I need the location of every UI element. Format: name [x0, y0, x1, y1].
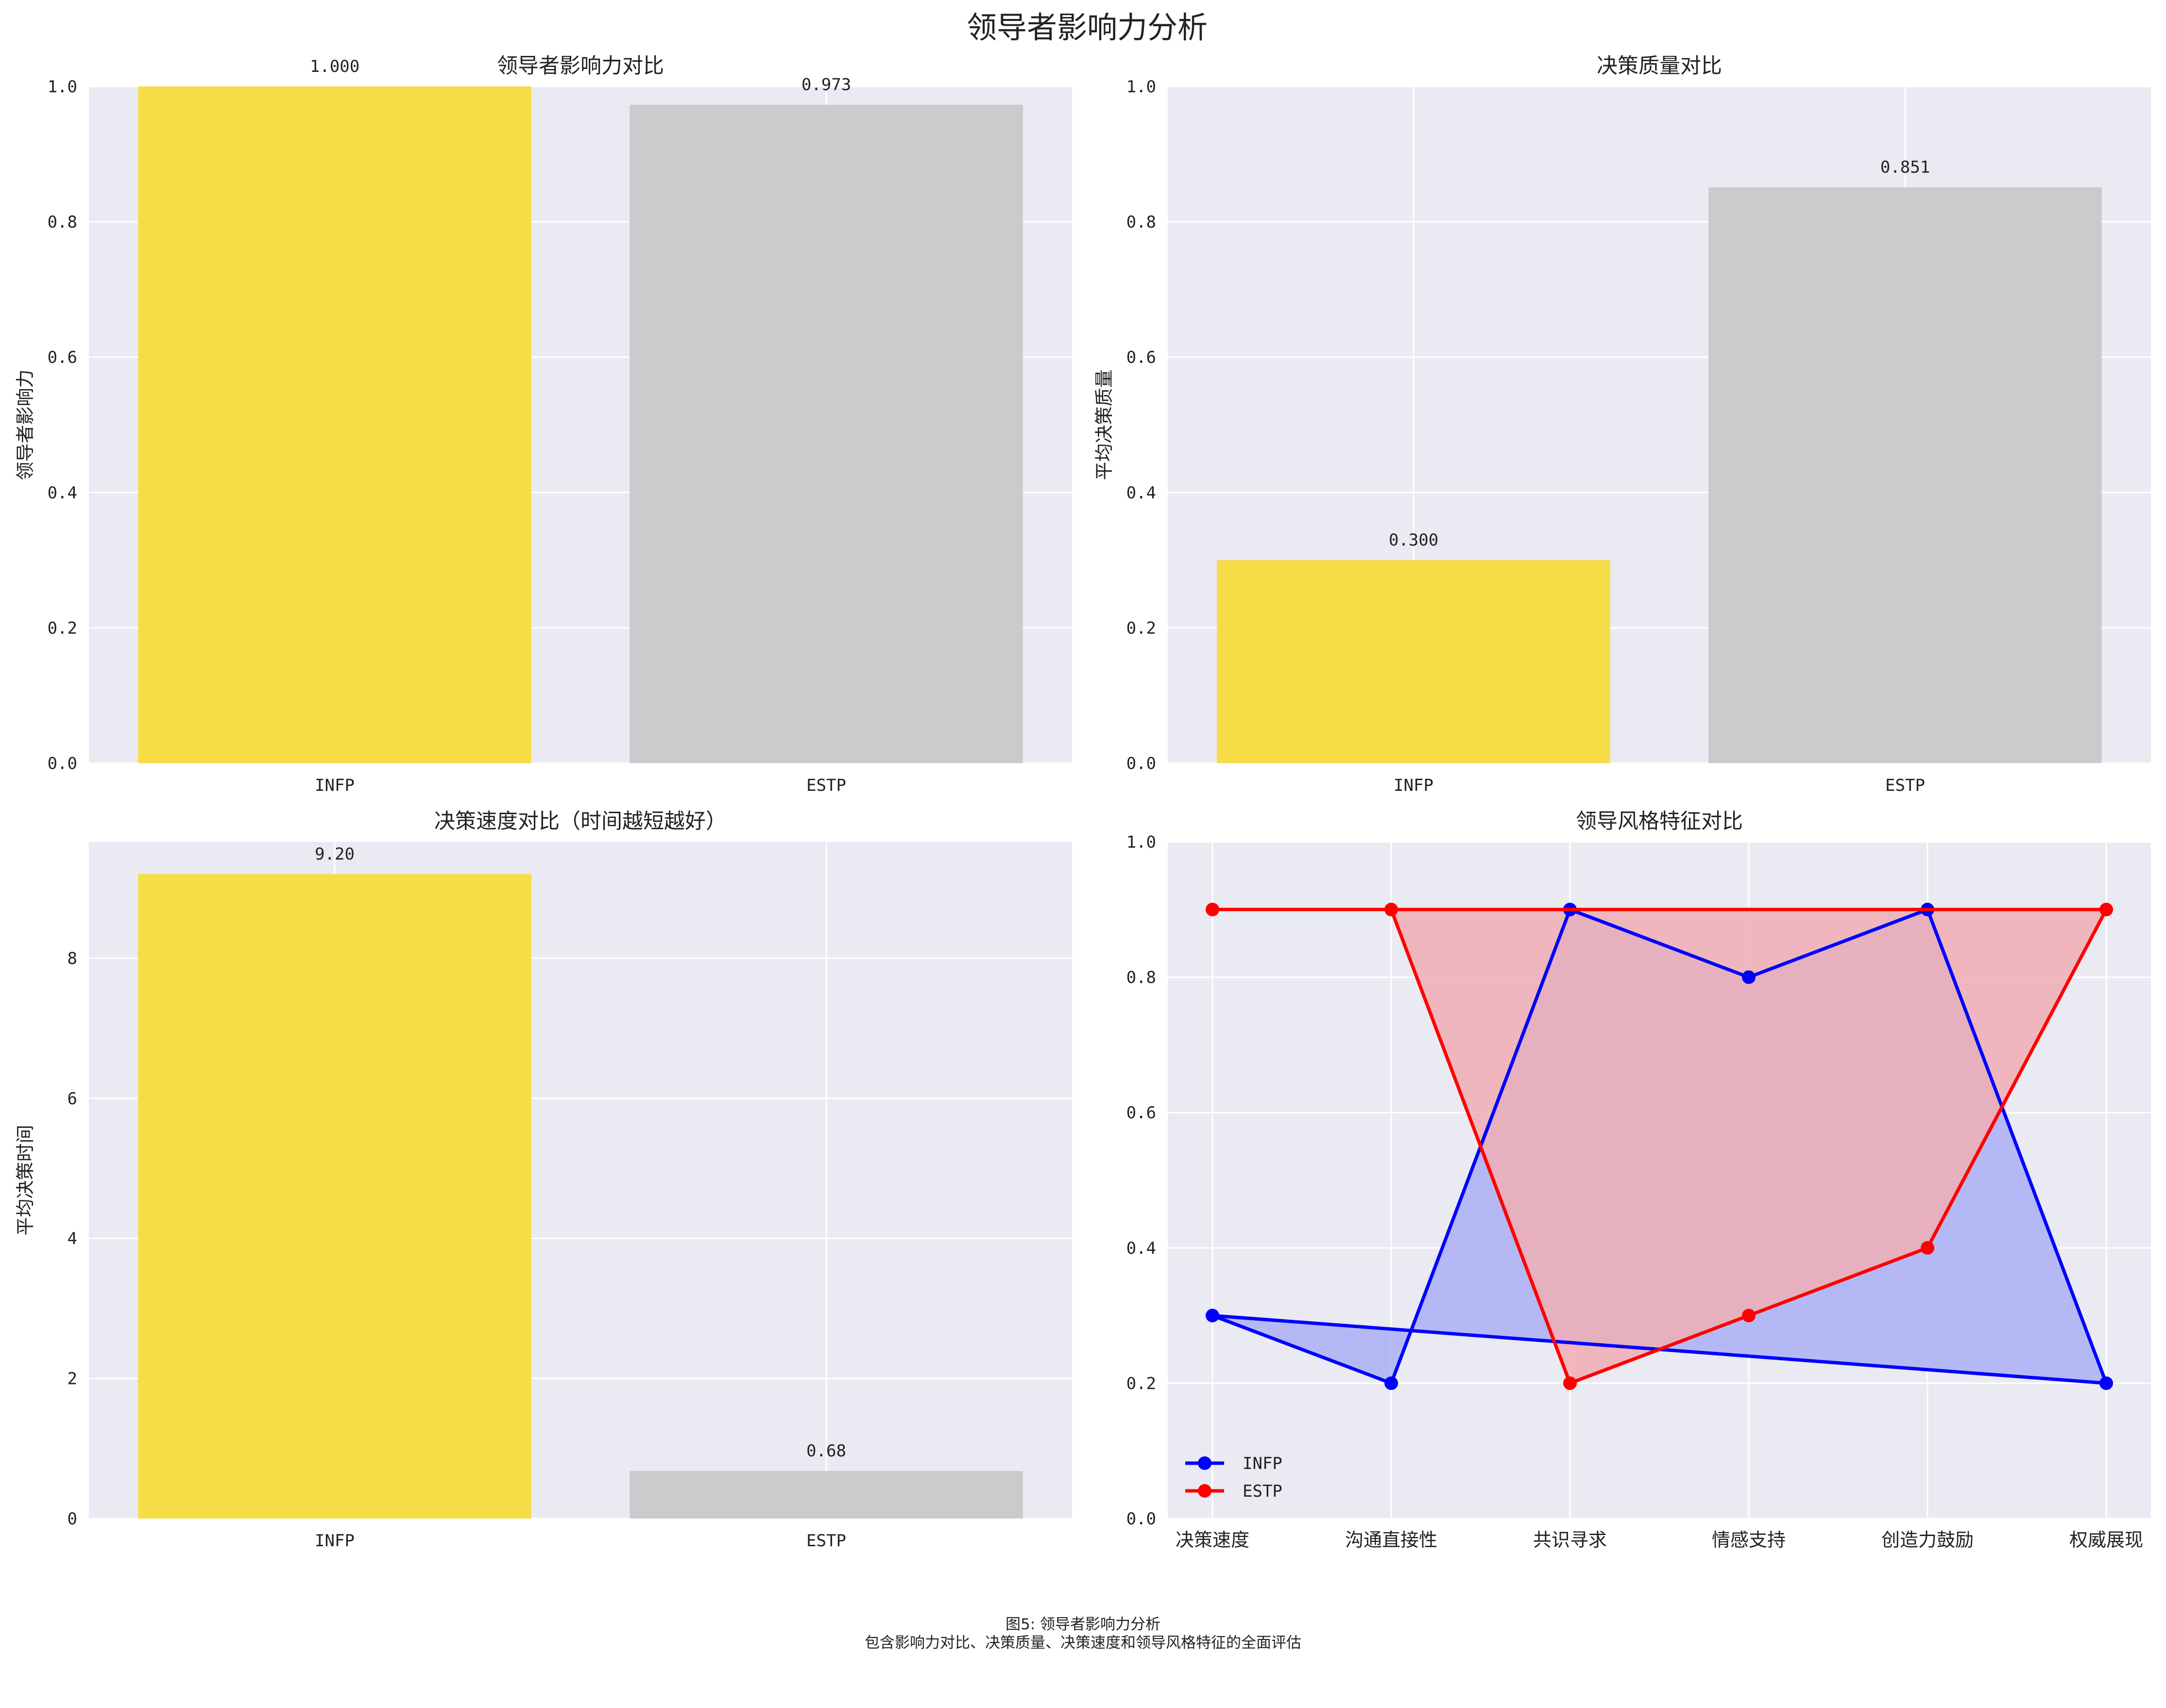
style-chart-xtick-label: 共识寻求 — [1533, 1529, 1607, 1551]
speed-chart-value-label: 9.20 — [315, 844, 355, 864]
figure-suptitle: 领导者影响力分析 — [967, 10, 1208, 45]
influence-chart-ytick-label: 0.0 — [48, 754, 77, 773]
style-chart-point-estp — [1921, 1241, 1934, 1255]
influence-chart-xtick-label: INFP — [315, 776, 355, 795]
speed-chart-ytick-label: 2 — [68, 1369, 77, 1389]
style-chart-xtick-label: 情感支持 — [1712, 1529, 1786, 1551]
speed-chart-title: 决策速度对比（时间越短越好） — [434, 809, 727, 834]
influence-chart-ytick-label: 0.2 — [48, 618, 77, 638]
style-chart-point-estp — [1563, 1376, 1577, 1390]
style-chart-xtick-label: 创造力鼓励 — [1881, 1529, 1974, 1551]
style-chart-ytick-label: 0.0 — [1126, 1509, 1156, 1529]
quality-chart-ytick-label: 0.4 — [1126, 483, 1156, 503]
quality-chart-bar-infp — [1217, 560, 1610, 763]
quality-chart-value-label: 0.851 — [1880, 158, 1930, 177]
influence-chart-title: 领导者影响力对比 — [497, 54, 664, 78]
style-chart-point-estp — [1384, 903, 1398, 917]
style-chart-point-estp — [1742, 1309, 1756, 1323]
quality-chart-ytick-label: 0.2 — [1126, 618, 1156, 638]
influence-chart-bar-infp — [138, 86, 531, 763]
style-chart-point-estp — [1206, 903, 1219, 917]
influence-chart-ytick-label: 1.0 — [48, 77, 77, 97]
quality-chart-xtick-label: ESTP — [1885, 776, 1925, 795]
speed-chart-ytick-label: 0 — [68, 1509, 77, 1529]
quality-chart-ytick-label: 1.0 — [1126, 77, 1156, 97]
style-chart-ytick-label: 0.6 — [1126, 1103, 1156, 1123]
speed-chart-ylabel: 平均决策时间 — [15, 1125, 36, 1235]
speed-chart-bar-infp — [138, 874, 531, 1519]
style-chart-xtick-label: 权威展现 — [2069, 1529, 2143, 1551]
style-chart-ytick-label: 0.8 — [1126, 968, 1156, 988]
style-chart-ytick-label: 0.2 — [1126, 1374, 1156, 1393]
influence-chart-ytick-label: 0.6 — [48, 348, 77, 367]
quality-chart-bar-estp — [1708, 187, 2102, 763]
legend-label-infp: INFP — [1243, 1454, 1282, 1473]
figure-caption-line1: 图5: 领导者影响力分析 — [1005, 1616, 1161, 1633]
style-chart-point-infp — [1742, 970, 1756, 984]
quality-chart-ylabel: 平均决策质量 — [1093, 369, 1115, 480]
style-chart-title: 领导风格特征对比 — [1576, 809, 1743, 834]
speed-chart-xtick-label: ESTP — [806, 1531, 846, 1551]
influence-chart-xtick-label: ESTP — [806, 776, 846, 795]
quality-chart-ytick-label: 0.8 — [1126, 213, 1156, 232]
quality-chart-ytick-label: 0.0 — [1126, 754, 1156, 773]
style-chart-point-infp — [1206, 1309, 1219, 1323]
legend-marker-infp — [1198, 1456, 1211, 1470]
quality-chart-value-label: 0.300 — [1389, 530, 1438, 550]
legend-marker-estp — [1198, 1484, 1211, 1498]
quality-chart-title: 决策质量对比 — [1597, 54, 1722, 78]
quality-chart-ytick-label: 0.6 — [1126, 348, 1156, 367]
style-chart-xtick-label: 决策速度 — [1176, 1529, 1249, 1551]
style-chart-ytick-label: 0.4 — [1126, 1239, 1156, 1258]
influence-chart-value-label: 1.000 — [310, 57, 359, 76]
style-chart-point-estp — [2099, 903, 2113, 917]
speed-chart-bar-estp — [630, 1470, 1023, 1519]
influence-chart-ytick-label: 0.8 — [48, 213, 77, 232]
style-chart-point-infp — [2099, 1376, 2113, 1390]
legend-label-estp: ESTP — [1243, 1482, 1282, 1501]
figure-caption-line2: 包含影响力对比、决策质量、决策速度和领导风格特征的全面评估 — [865, 1634, 1301, 1652]
speed-chart-ytick-label: 8 — [68, 949, 77, 968]
speed-chart-ytick-label: 6 — [68, 1089, 77, 1109]
style-chart-point-infp — [1384, 1376, 1398, 1390]
speed-chart-ytick-label: 4 — [68, 1229, 77, 1248]
influence-chart-value-label: 0.973 — [802, 75, 851, 95]
quality-chart-xtick-label: INFP — [1394, 776, 1433, 795]
influence-chart-ylabel: 领导者影响力 — [15, 369, 36, 480]
style-chart-ytick-label: 1.0 — [1126, 833, 1156, 852]
style-chart-xtick-label: 沟通直接性 — [1345, 1529, 1437, 1551]
influence-chart-bar-estp — [630, 104, 1023, 764]
speed-chart-value-label: 0.68 — [806, 1441, 846, 1461]
influence-chart-ytick-label: 0.4 — [48, 483, 77, 503]
speed-chart-xtick-label: INFP — [315, 1531, 355, 1551]
